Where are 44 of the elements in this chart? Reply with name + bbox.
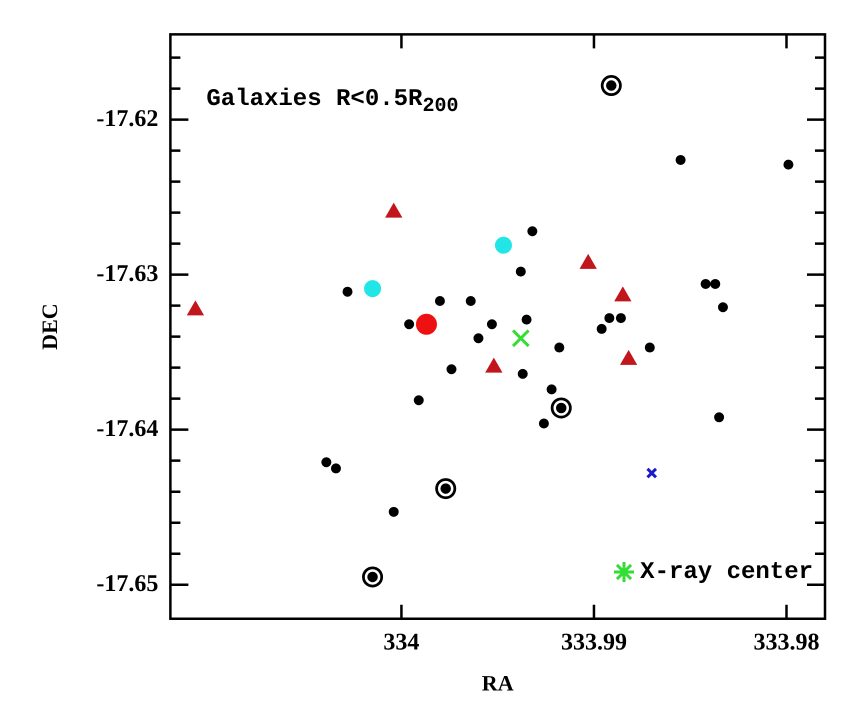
point — [616, 313, 626, 324]
x-axis-title: RA — [482, 670, 514, 696]
point — [538, 418, 549, 428]
point — [676, 154, 686, 165]
y-tick-label: -17.65 — [96, 570, 158, 597]
point — [414, 395, 424, 406]
point — [604, 313, 614, 324]
point — [342, 286, 353, 297]
point — [700, 278, 711, 289]
point — [522, 314, 532, 325]
point — [388, 506, 399, 517]
point — [554, 342, 564, 353]
point — [518, 368, 528, 379]
point — [364, 280, 382, 298]
y-tick-label: -17.63 — [96, 260, 158, 287]
point — [512, 328, 530, 348]
text: Galaxies R<0.5R$_{200}$ — [206, 86, 458, 118]
point — [644, 342, 655, 353]
point — [473, 333, 484, 344]
point — [330, 463, 341, 474]
point — [596, 324, 607, 334]
point — [434, 296, 445, 306]
point — [466, 296, 476, 306]
point — [516, 266, 526, 277]
point — [446, 364, 456, 374]
point — [710, 278, 720, 289]
point — [546, 384, 557, 394]
point — [783, 160, 794, 170]
point — [486, 319, 497, 330]
x-tick-label: 333.98 — [753, 629, 820, 656]
point — [718, 302, 728, 312]
point — [494, 236, 512, 254]
legend-label: X-ray center — [640, 558, 813, 586]
x-tick-label: 334 — [383, 629, 420, 656]
point — [416, 314, 437, 335]
point — [714, 412, 724, 422]
y-tick-label: -17.64 — [96, 416, 158, 442]
point — [527, 226, 538, 236]
x-tick-label: 333.99 — [560, 629, 627, 656]
point — [321, 457, 332, 468]
y-tick-label: -17.62 — [96, 106, 158, 132]
y-axis-title: DEC — [36, 303, 62, 350]
point — [646, 467, 658, 479]
point — [404, 319, 414, 330]
